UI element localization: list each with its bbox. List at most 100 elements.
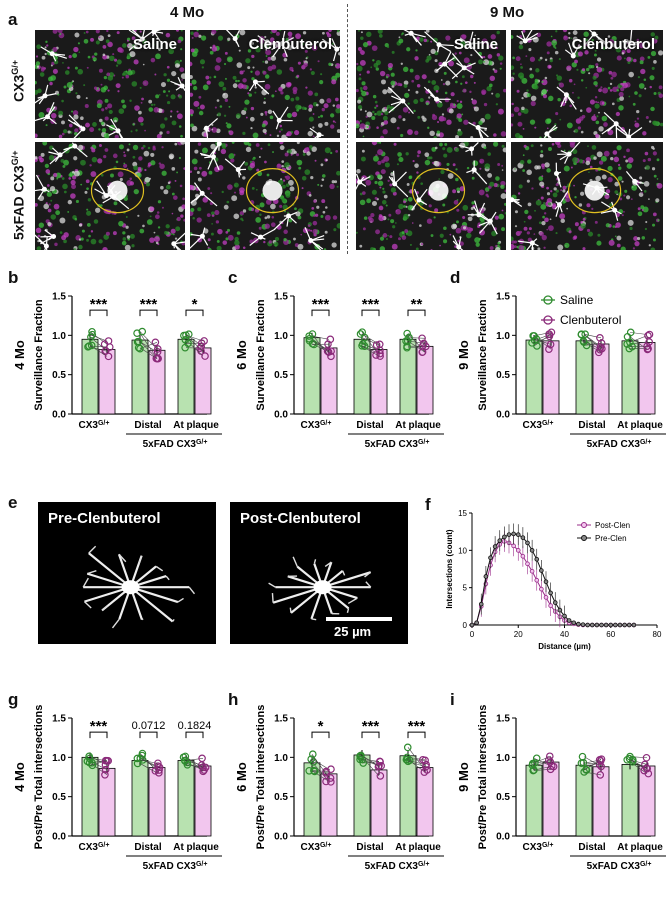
speckle: [538, 58, 541, 62]
speckle: [523, 226, 528, 231]
panel-letter-i: i: [450, 690, 455, 709]
panel-letter-b: b: [8, 268, 19, 287]
speckle: [123, 163, 128, 168]
speckle: [565, 185, 568, 188]
speckle: [227, 37, 231, 41]
speckle: [222, 93, 226, 96]
speckle: [116, 31, 120, 35]
speckle: [235, 113, 241, 119]
speckle: [395, 222, 397, 224]
speckle: [643, 181, 650, 187]
microglia-soma: [57, 152, 63, 158]
microglia-process: [394, 171, 407, 185]
speckle: [386, 45, 390, 49]
micrograph-texture: [190, 142, 340, 250]
speckle: [324, 147, 331, 154]
speckle: [90, 146, 94, 150]
speckle: [171, 212, 174, 215]
sig-label: ***: [362, 296, 380, 313]
y-tick-label: 1.5: [274, 292, 288, 303]
point-clenbuterol: [154, 759, 162, 768]
microglia-soma: [276, 117, 282, 123]
speckle: [363, 85, 368, 91]
micrograph-9mo-cx3-saline: Saline: [356, 30, 506, 138]
pair-line: [361, 331, 380, 356]
speckle: [533, 84, 539, 90]
speckle: [41, 55, 46, 60]
panel-letter-d: d: [450, 268, 461, 287]
speckle: [107, 103, 113, 109]
speckle: [46, 44, 49, 47]
speckle: [283, 229, 288, 235]
speckle: [425, 30, 430, 33]
image-label-clenbuterol: Clenbuterol: [248, 36, 332, 53]
x-axis-label: Distance (µm): [538, 642, 591, 651]
speckle: [76, 94, 81, 99]
speckle: [96, 103, 102, 109]
speckle: [650, 106, 655, 112]
speckle: [83, 39, 89, 44]
row-label: 6 Mo: [234, 762, 249, 792]
speckle: [546, 51, 550, 55]
speckle: [264, 160, 267, 164]
bar-saline: [525, 339, 543, 415]
speckle: [491, 92, 494, 95]
speckle: [558, 82, 565, 88]
speckle: [317, 183, 320, 186]
speckle: [155, 94, 160, 99]
speckle: [112, 53, 115, 56]
speckle: [74, 217, 78, 221]
speckle: [377, 149, 383, 156]
speckle: [658, 85, 663, 90]
speckle: [362, 191, 366, 195]
x-label-distal: Distal: [578, 420, 605, 431]
speckle: [490, 34, 496, 40]
data-point: [548, 590, 553, 596]
microglia-soma: [210, 154, 216, 160]
pair-line: [533, 333, 552, 341]
speckle: [81, 229, 85, 233]
speckle: [117, 90, 120, 93]
speckle: [320, 114, 324, 118]
speckle: [616, 193, 618, 196]
speckle: [295, 33, 301, 40]
speckle: [356, 65, 363, 72]
speckle: [456, 104, 459, 107]
speckle: [222, 86, 227, 91]
speckle: [254, 86, 257, 89]
speckle: [208, 170, 213, 175]
speckle: [621, 214, 624, 217]
speckle: [226, 123, 232, 129]
speckle: [496, 53, 501, 57]
speckle: [401, 235, 407, 240]
speckle: [546, 228, 549, 231]
microglia-soma: [45, 114, 51, 120]
speckle: [628, 95, 631, 98]
speckle: [572, 91, 574, 94]
speckle: [285, 136, 288, 138]
microglia-soma: [408, 30, 414, 36]
x-label-distal: Distal: [134, 420, 161, 431]
bar-saline: [575, 340, 593, 415]
speckle: [116, 59, 122, 65]
speckle: [296, 74, 300, 78]
speckle: [428, 53, 431, 56]
speckle: [178, 94, 183, 99]
col-header-4mo: 4 Mo: [170, 4, 205, 21]
speckle: [440, 169, 445, 175]
speckle: [560, 189, 563, 192]
speckle: [152, 43, 155, 46]
speckle: [411, 222, 414, 224]
speckle: [129, 181, 135, 186]
speckle: [216, 99, 220, 102]
point-saline: [532, 335, 541, 344]
speckle: [586, 228, 591, 233]
speckle: [222, 240, 228, 245]
speckle: [48, 203, 51, 206]
pair-line: [139, 758, 158, 768]
speckle: [455, 227, 462, 234]
speckle: [389, 235, 393, 239]
speckle: [572, 41, 575, 44]
speckle: [57, 30, 63, 33]
speckle: [296, 142, 300, 145]
